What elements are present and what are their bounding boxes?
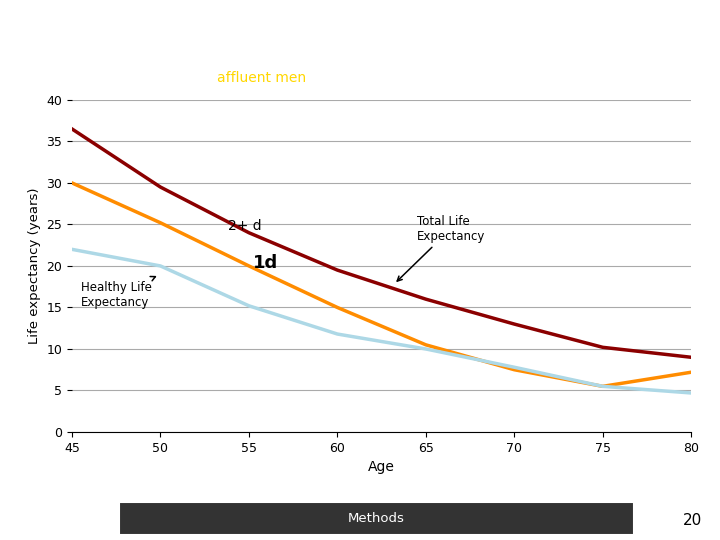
Text: eg life expectancy by age, split into years healthy, 1: eg life expectancy by age, split into ye… — [12, 44, 377, 57]
Text: disease and 2+ diseases for: disease and 2+ diseases for — [12, 71, 212, 85]
Y-axis label: Life expectancy (years): Life expectancy (years) — [28, 188, 41, 344]
Text: 20: 20 — [683, 513, 702, 528]
Text: Mock-up of MSM-ELECT output: Mock-up of MSM-ELECT output — [12, 10, 336, 29]
Text: affluent men: affluent men — [217, 71, 307, 85]
X-axis label: Age: Age — [368, 460, 395, 474]
Text: aged 45-80: aged 45-80 — [341, 71, 425, 85]
Text: 1d: 1d — [253, 254, 278, 273]
Text: Total Life
Expectancy: Total Life Expectancy — [397, 214, 485, 281]
Text: Methods: Methods — [348, 512, 405, 525]
Text: Healthy Life
Expectancy: Healthy Life Expectancy — [81, 276, 156, 309]
Text: 2+ d: 2+ d — [228, 219, 261, 233]
